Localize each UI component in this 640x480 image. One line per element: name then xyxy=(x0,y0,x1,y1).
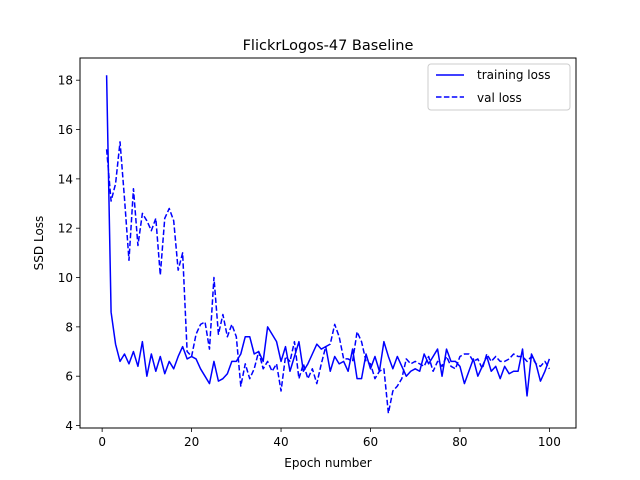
y-tick-label: 8 xyxy=(65,320,73,334)
x-tick-label: 40 xyxy=(273,435,288,449)
y-axis: 4 6 8 10 12 14 16 18 xyxy=(58,74,80,433)
y-tick-label: 14 xyxy=(58,172,73,186)
x-tick-label: 100 xyxy=(538,435,561,449)
x-tick-label: 20 xyxy=(184,435,199,449)
y-tick-label: 10 xyxy=(58,271,73,285)
y-tick-label: 6 xyxy=(65,370,73,384)
series-line-training-loss xyxy=(105,75,551,397)
plot-frame xyxy=(79,57,577,429)
y-tick-label: 4 xyxy=(65,419,73,433)
legend-label-training-loss: training loss xyxy=(477,68,550,82)
y-axis-title: SSD Loss xyxy=(32,216,46,271)
y-tick-label: 16 xyxy=(58,123,73,137)
plot-lines xyxy=(105,75,551,414)
x-axis: 0 20 40 60 80 100 xyxy=(98,428,561,449)
legend: training loss val loss xyxy=(427,63,571,111)
series-line-val-loss xyxy=(105,141,551,414)
y-tick-label: 12 xyxy=(58,222,73,236)
x-tick-label: 0 xyxy=(98,435,106,449)
y-tick-label: 18 xyxy=(58,74,73,88)
x-tick-label: 60 xyxy=(363,435,378,449)
legend-label-val-loss: val loss xyxy=(477,91,522,105)
x-tick-label: 80 xyxy=(452,435,467,449)
x-axis-title: Epoch number xyxy=(284,456,371,470)
chart-title: FlickrLogos-47 Baseline xyxy=(243,38,414,54)
